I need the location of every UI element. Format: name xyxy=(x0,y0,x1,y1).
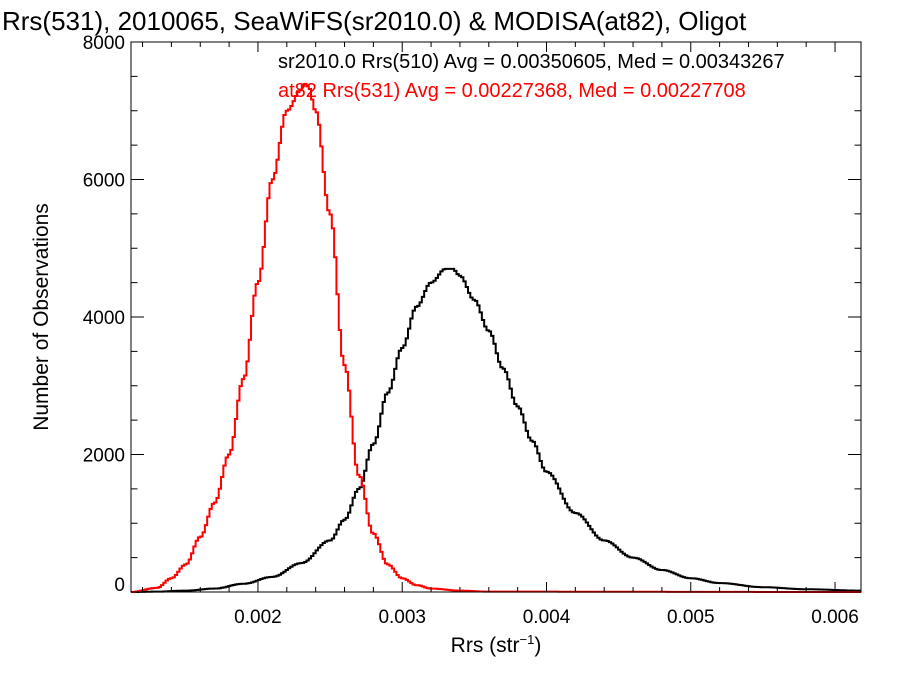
chart-title: Rrs(531), 2010065, SeaWiFS(sr2010.0) & M… xyxy=(2,6,747,36)
x-tick-label: 0.002 xyxy=(234,607,282,628)
x-axis-label-main: Rrs (str xyxy=(451,634,520,657)
y-axis-label: Number of Observations xyxy=(30,203,53,431)
y-tick-label: 4000 xyxy=(83,308,125,329)
x-tick-label: 0.006 xyxy=(811,607,859,628)
legend-entry-black: sr2010.0 Rrs(510) Avg = 0.00350605, Med … xyxy=(278,51,785,73)
x-tick-label: 0.003 xyxy=(378,607,426,628)
y-tick-label: 0 xyxy=(114,575,125,596)
series-0-histogram xyxy=(131,267,861,593)
y-tick-label: 6000 xyxy=(83,171,125,192)
y-tick-label: 2000 xyxy=(83,446,125,467)
x-axis-label: Rrs (str−1) xyxy=(451,632,542,657)
tick-layer: 0.002 0.003 0.004 0.005 0.006 0 2000 4000 6000 80… xyxy=(83,33,861,628)
x-axis-label-superscript: −1 xyxy=(520,632,535,647)
legend-entry-red: at82 Rrs(531) Avg = 0.00227368, Med = 0.… xyxy=(278,80,746,102)
x-tick-label: 0.004 xyxy=(523,607,571,628)
x-tick-label: 0.005 xyxy=(667,607,715,628)
x-axis-label-close: ) xyxy=(534,634,541,657)
y-tick-label: 8000 xyxy=(83,33,125,54)
